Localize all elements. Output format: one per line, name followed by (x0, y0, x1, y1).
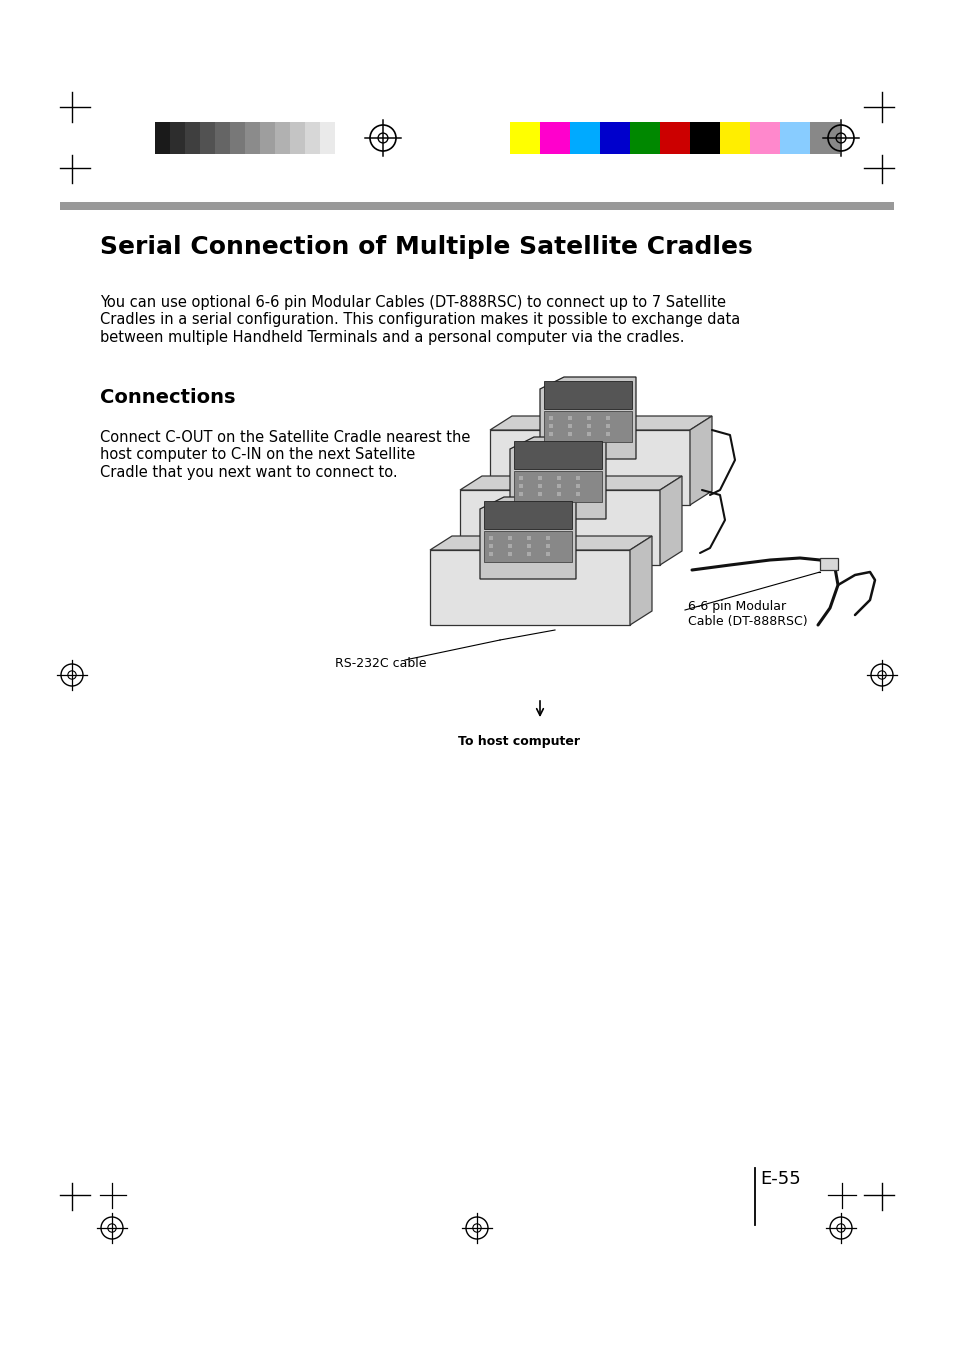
Bar (539, 122, 569, 154)
Text: Connect C-OUT on the Satellite Cradle nearest the
host computer to C-IN on the n: Connect C-OUT on the Satellite Cradle ne… (100, 430, 470, 480)
Bar (567, 416, 572, 420)
Bar (720, 122, 749, 154)
Bar (319, 122, 335, 154)
Text: Connections: Connections (100, 388, 235, 407)
Polygon shape (490, 416, 711, 430)
Bar (537, 484, 541, 488)
Bar (537, 492, 541, 496)
Bar (548, 432, 553, 436)
Bar (274, 122, 290, 154)
Bar (518, 484, 522, 488)
Bar (576, 492, 579, 496)
Bar (526, 553, 531, 557)
Bar (170, 122, 185, 154)
Polygon shape (459, 476, 681, 490)
Bar (518, 492, 522, 496)
Text: Serial Connection of Multiple Satellite Cradles: Serial Connection of Multiple Satellite … (100, 235, 752, 259)
Bar (780, 122, 809, 154)
Text: You can use optional 6-6 pin Modular Cables (DT-888RSC) to connect up to 7 Satel: You can use optional 6-6 pin Modular Cab… (100, 295, 740, 345)
Bar (185, 122, 200, 154)
Polygon shape (510, 436, 605, 519)
Bar (545, 553, 550, 557)
Bar (749, 122, 780, 154)
Bar (820, 558, 837, 570)
Bar (245, 122, 260, 154)
Bar (514, 440, 601, 469)
Bar (659, 122, 689, 154)
Bar (689, 122, 720, 154)
Bar (490, 430, 689, 505)
Bar (629, 122, 659, 154)
Bar (154, 122, 170, 154)
Bar (430, 550, 629, 626)
Bar (483, 501, 572, 530)
Bar (483, 531, 572, 562)
Bar (567, 432, 572, 436)
Bar (586, 432, 590, 436)
Bar (605, 416, 609, 420)
Bar (557, 476, 560, 480)
Bar (548, 424, 553, 428)
Bar (543, 381, 631, 409)
Bar (599, 122, 629, 154)
Bar (605, 424, 609, 428)
Bar (518, 476, 522, 480)
Bar (510, 122, 539, 154)
Bar (514, 471, 601, 503)
Bar (557, 492, 560, 496)
Bar (526, 536, 531, 540)
Polygon shape (629, 536, 651, 626)
Polygon shape (430, 536, 651, 550)
Bar (576, 484, 579, 488)
Text: E-55: E-55 (760, 1170, 800, 1188)
Polygon shape (689, 416, 711, 505)
Bar (586, 424, 590, 428)
Bar (557, 484, 560, 488)
Bar (543, 411, 631, 442)
Bar (214, 122, 230, 154)
Bar (507, 544, 512, 549)
Bar (809, 122, 840, 154)
Polygon shape (479, 497, 576, 580)
Text: To host computer: To host computer (457, 735, 579, 748)
Bar (459, 490, 659, 565)
Bar (335, 122, 350, 154)
Bar (60, 203, 893, 209)
Bar (526, 544, 531, 549)
Bar (576, 476, 579, 480)
Bar (586, 416, 590, 420)
Bar (230, 122, 245, 154)
Bar (605, 432, 609, 436)
Bar (569, 122, 599, 154)
Bar (489, 544, 493, 549)
Polygon shape (539, 377, 636, 459)
Bar (200, 122, 214, 154)
Polygon shape (659, 476, 681, 565)
Text: RS-232C cable: RS-232C cable (335, 657, 426, 670)
FancyArrowPatch shape (537, 701, 543, 716)
Bar (507, 553, 512, 557)
Bar (305, 122, 319, 154)
Bar (545, 544, 550, 549)
Bar (567, 424, 572, 428)
Bar (489, 536, 493, 540)
Bar (507, 536, 512, 540)
Text: 6-6 pin Modular
Cable (DT-888RSC): 6-6 pin Modular Cable (DT-888RSC) (687, 600, 807, 628)
Bar (548, 416, 553, 420)
Bar (489, 553, 493, 557)
Bar (260, 122, 274, 154)
Bar (537, 476, 541, 480)
Bar (290, 122, 305, 154)
Bar (545, 536, 550, 540)
